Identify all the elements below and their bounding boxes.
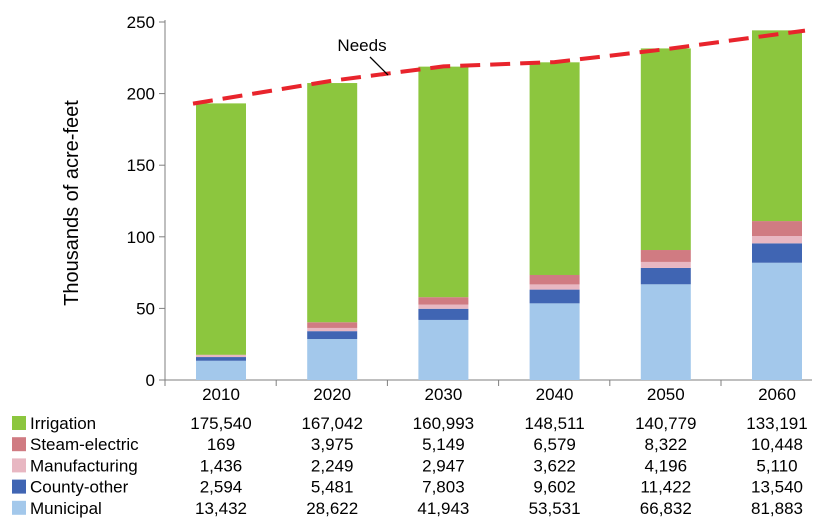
bar-segment-municipal — [640, 284, 691, 380]
bar-segment-irrigation — [418, 66, 469, 298]
y-tick-label: 100 — [127, 228, 155, 247]
bar-segment-steam-electric — [529, 274, 580, 285]
legend-label-county-other: County-other — [30, 478, 129, 497]
table-value: 1,436 — [200, 456, 243, 475]
bar-segment-municipal — [196, 360, 246, 380]
bar-segment-irrigation — [752, 30, 802, 222]
bar-segment-manufacturing — [640, 261, 691, 268]
x-tick-label: 2050 — [647, 385, 685, 404]
table-value: 3,975 — [311, 435, 354, 454]
legend-swatch-manufacturing — [12, 458, 26, 473]
bar-segment-manufacturing — [196, 354, 246, 358]
bar-segment-irrigation — [307, 83, 358, 323]
table-value: 7,803 — [422, 478, 465, 497]
bar-segment-steam-electric — [418, 297, 469, 305]
table-value: 8,322 — [645, 435, 688, 454]
bar-segment-municipal — [307, 339, 358, 380]
bars — [196, 30, 802, 380]
table-value: 2,947 — [422, 456, 465, 475]
x-tick-label: 2060 — [758, 385, 796, 404]
legend-label-irrigation: Irrigation — [30, 414, 96, 433]
bar-segment-irrigation — [529, 62, 580, 275]
bar-segment-steam-electric — [307, 322, 358, 328]
bar-segment-manufacturing — [418, 304, 469, 309]
table-value: 175,540 — [190, 414, 251, 433]
bar-segment-county-other — [640, 267, 691, 285]
table-value: 133,191 — [746, 414, 807, 433]
axes: 0 50 100 150 200 250 Thousands of acre-feet 201… — [61, 13, 812, 404]
bar-segment-county-other — [307, 331, 358, 340]
table-value: 13,540 — [751, 478, 803, 497]
table-value: 6,579 — [533, 435, 576, 454]
table-value: 2,249 — [311, 456, 354, 475]
bar-segment-manufacturing — [752, 236, 802, 244]
data-table: Irrigation 175,540 167,042 160,993 148,511 14… — [12, 414, 808, 518]
table-value: 81,883 — [751, 499, 803, 518]
table-value: 5,481 — [311, 478, 354, 497]
bar-segment-steam-electric — [640, 250, 691, 262]
needs-leader-line — [369, 56, 389, 76]
table-value: 3,622 — [533, 456, 576, 475]
bar-segment-county-other — [752, 243, 802, 263]
legend-label-steam-electric: Steam-electric — [30, 435, 139, 454]
table-value: 66,832 — [640, 499, 692, 518]
table-value: 53,531 — [529, 499, 581, 518]
table-value: 11,422 — [640, 478, 691, 497]
bar-segment-manufacturing — [529, 284, 580, 290]
legend-swatch-county-other — [12, 479, 26, 494]
x-tick-label: 2040 — [536, 385, 574, 404]
table-value: 41,943 — [417, 499, 469, 518]
table-value: 4,196 — [645, 456, 688, 475]
table-value: 169 — [207, 435, 235, 454]
legend-label-manufacturing: Manufacturing — [30, 456, 138, 475]
x-tick-label: 2010 — [202, 385, 240, 404]
table-value: 28,622 — [306, 499, 358, 518]
y-tick-label: 50 — [136, 299, 155, 318]
table-value: 5,149 — [422, 435, 465, 454]
table-value: 2,594 — [200, 478, 243, 497]
y-axis-title: Thousands of acre-feet — [61, 100, 83, 306]
x-tick-label: 2030 — [424, 385, 462, 404]
legend-label-municipal: Municipal — [30, 499, 102, 518]
x-tick-label: 2020 — [313, 385, 351, 404]
bar-segment-manufacturing — [307, 327, 358, 332]
table-value: 160,993 — [413, 414, 474, 433]
y-tick-label: 250 — [127, 13, 155, 32]
bar-segment-municipal — [529, 303, 580, 380]
bar-segment-municipal — [418, 319, 469, 380]
y-tick-label: 0 — [146, 371, 155, 390]
table-value: 9,602 — [533, 478, 576, 497]
table-value: 10,448 — [751, 435, 803, 454]
y-tick-label: 150 — [127, 156, 155, 175]
table-value: 13,432 — [195, 499, 247, 518]
table-value: 148,511 — [524, 414, 584, 433]
legend-swatch-municipal — [12, 500, 26, 515]
bar-segment-steam-electric — [752, 221, 802, 237]
table-value: 140,779 — [635, 414, 696, 433]
bar-segment-irrigation — [196, 103, 246, 355]
bar-segment-municipal — [752, 262, 802, 380]
table-value: 167,042 — [301, 414, 362, 433]
legend-swatch-irrigation — [12, 416, 26, 430]
table-value: 5,110 — [756, 456, 797, 475]
bar-segment-county-other — [196, 357, 246, 361]
needs-line — [192, 28, 806, 106]
legend-swatch-steam-electric — [12, 437, 26, 452]
y-tick-label: 200 — [127, 85, 155, 104]
needs-line-group: Needs — [192, 28, 806, 106]
bar-segment-county-other — [529, 289, 580, 304]
bar-segment-irrigation — [640, 48, 691, 251]
bar-segment-county-other — [418, 308, 469, 320]
needs-label: Needs — [337, 36, 386, 55]
